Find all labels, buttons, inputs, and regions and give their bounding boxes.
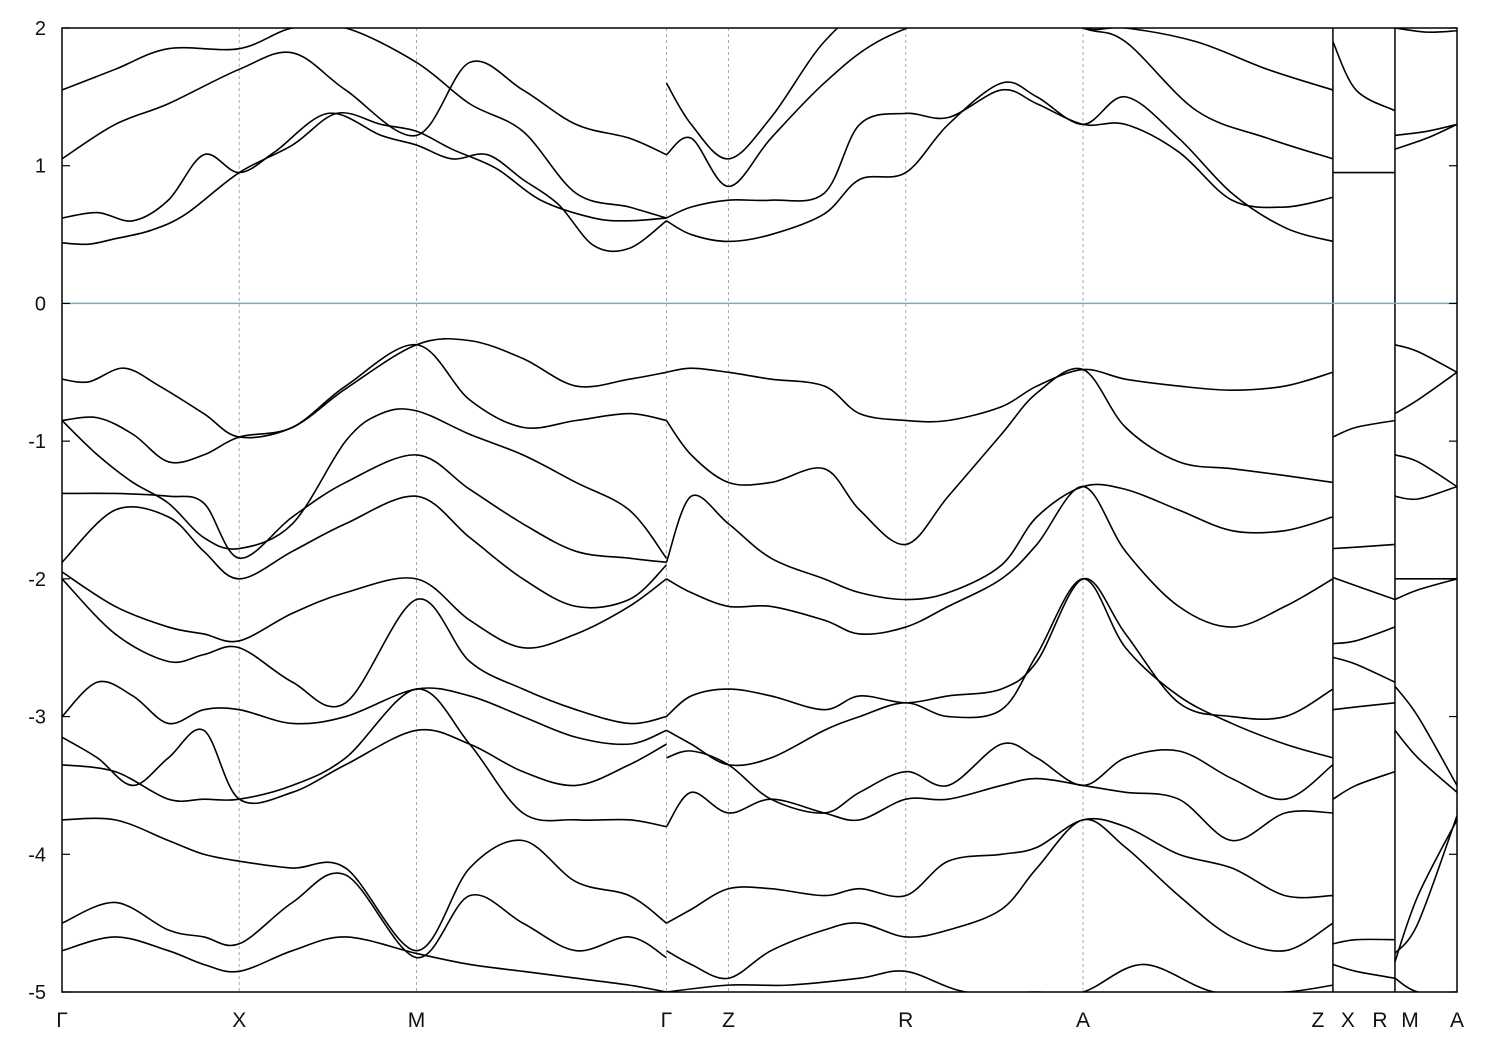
- conduction-band-12: [1394, 28, 1457, 34]
- conduction-band-2: [62, 51, 667, 160]
- y-axis-ticks: -5 -4 -3 -2 -1 0 1 2: [28, 18, 1457, 1004]
- valence-band-18: [666, 578, 1334, 767]
- valence-band-19: [666, 742, 1334, 814]
- valence-band-13: [666, 367, 1334, 423]
- x-tick-label: M: [1401, 1009, 1419, 1032]
- valence-band-39: [1394, 685, 1457, 786]
- valence-band-9: [62, 688, 667, 828]
- grid-lines: [238, 28, 1396, 992]
- valence-band-10: [62, 817, 667, 952]
- conduction-band-3: [62, 28, 667, 219]
- valence-band-8: [62, 728, 667, 805]
- valence-band-29: [1332, 702, 1396, 711]
- x-tick-label: Z: [722, 1009, 735, 1032]
- valence-band-38: [1394, 578, 1457, 601]
- x-tick-label: R: [898, 1009, 913, 1032]
- valence-band-24: [1332, 419, 1396, 438]
- valence-band-21: [666, 817, 1333, 924]
- valence-band-22: [666, 818, 1334, 980]
- x-tick-label: Γ: [56, 1009, 68, 1032]
- valence-band-5: [62, 571, 667, 649]
- valence-band-23: [666, 963, 1334, 992]
- y-tick-label: 2: [35, 18, 46, 40]
- valence-band-31: [1332, 938, 1395, 945]
- y-tick-label: -2: [28, 569, 46, 591]
- conduction-band-4: [666, 88, 1334, 219]
- y-tick-label: -3: [28, 707, 46, 729]
- valence-band-4: [62, 495, 667, 609]
- valence-band-12: [62, 936, 667, 992]
- plot-frame: [61, 27, 1458, 993]
- valence-band-1: [62, 343, 667, 464]
- valence-band-20: [665, 777, 1333, 842]
- valence-band-35: [1394, 454, 1457, 488]
- valence-band-36: [1394, 485, 1457, 501]
- conduction-band-5: [666, 81, 1334, 243]
- x-tick-label: A: [1076, 1009, 1090, 1032]
- conduction-band-11: [1394, 123, 1457, 137]
- plot-frame-rect: [61, 27, 1458, 993]
- x-tick-label: Γ: [661, 1009, 673, 1032]
- valence-band-6: [62, 578, 667, 725]
- conduction-band-1: [62, 112, 667, 253]
- conduction-band-9: [1332, 41, 1396, 112]
- conduction-band-6: [665, 28, 1334, 188]
- valence-band-25: [1332, 543, 1396, 550]
- conduction-band-7: [665, 28, 1334, 160]
- y-tick-label: -1: [28, 431, 46, 453]
- valence-band-0: [62, 337, 667, 439]
- valence-band-40: [1394, 729, 1457, 793]
- valence-band-7: [62, 680, 667, 746]
- x-tick-label: M: [408, 1009, 426, 1032]
- valence-band-15: [665, 483, 1334, 601]
- valence-band-2: [62, 408, 668, 559]
- valence-band-41: [1394, 815, 1457, 954]
- y-tick-label: -5: [28, 982, 46, 1004]
- y-tick-label: 1: [35, 156, 46, 178]
- valence-band-30: [1332, 770, 1396, 800]
- conduction-band-0: [62, 111, 667, 246]
- valence-band-34: [1394, 371, 1457, 415]
- valence-band-26: [1332, 576, 1396, 601]
- conduction-band-10: [1394, 123, 1457, 150]
- valence-band-17: [665, 577, 1334, 720]
- valence-band-43: [1394, 977, 1457, 992]
- x-tick-label: R: [1372, 1009, 1387, 1032]
- band-lines: [62, 28, 1457, 992]
- valence-band-32: [1332, 963, 1396, 980]
- valence-band-14: [665, 367, 1334, 546]
- x-tick-label: Z: [1312, 1009, 1325, 1032]
- valence-band-3: [62, 454, 667, 564]
- valence-band-16: [666, 485, 1334, 635]
- y-tick-label: -4: [28, 844, 46, 866]
- x-tick-label: X: [232, 1009, 246, 1032]
- x-tick-label: X: [1341, 1009, 1355, 1032]
- x-tick-label: A: [1450, 1009, 1464, 1032]
- valence-band-42: [1394, 819, 1457, 962]
- valence-band-11: [62, 872, 667, 959]
- valence-band-33: [1394, 343, 1457, 373]
- valence-band-27: [1332, 626, 1396, 645]
- y-tick-label: 0: [35, 293, 46, 315]
- valence-band-28: [1332, 656, 1396, 683]
